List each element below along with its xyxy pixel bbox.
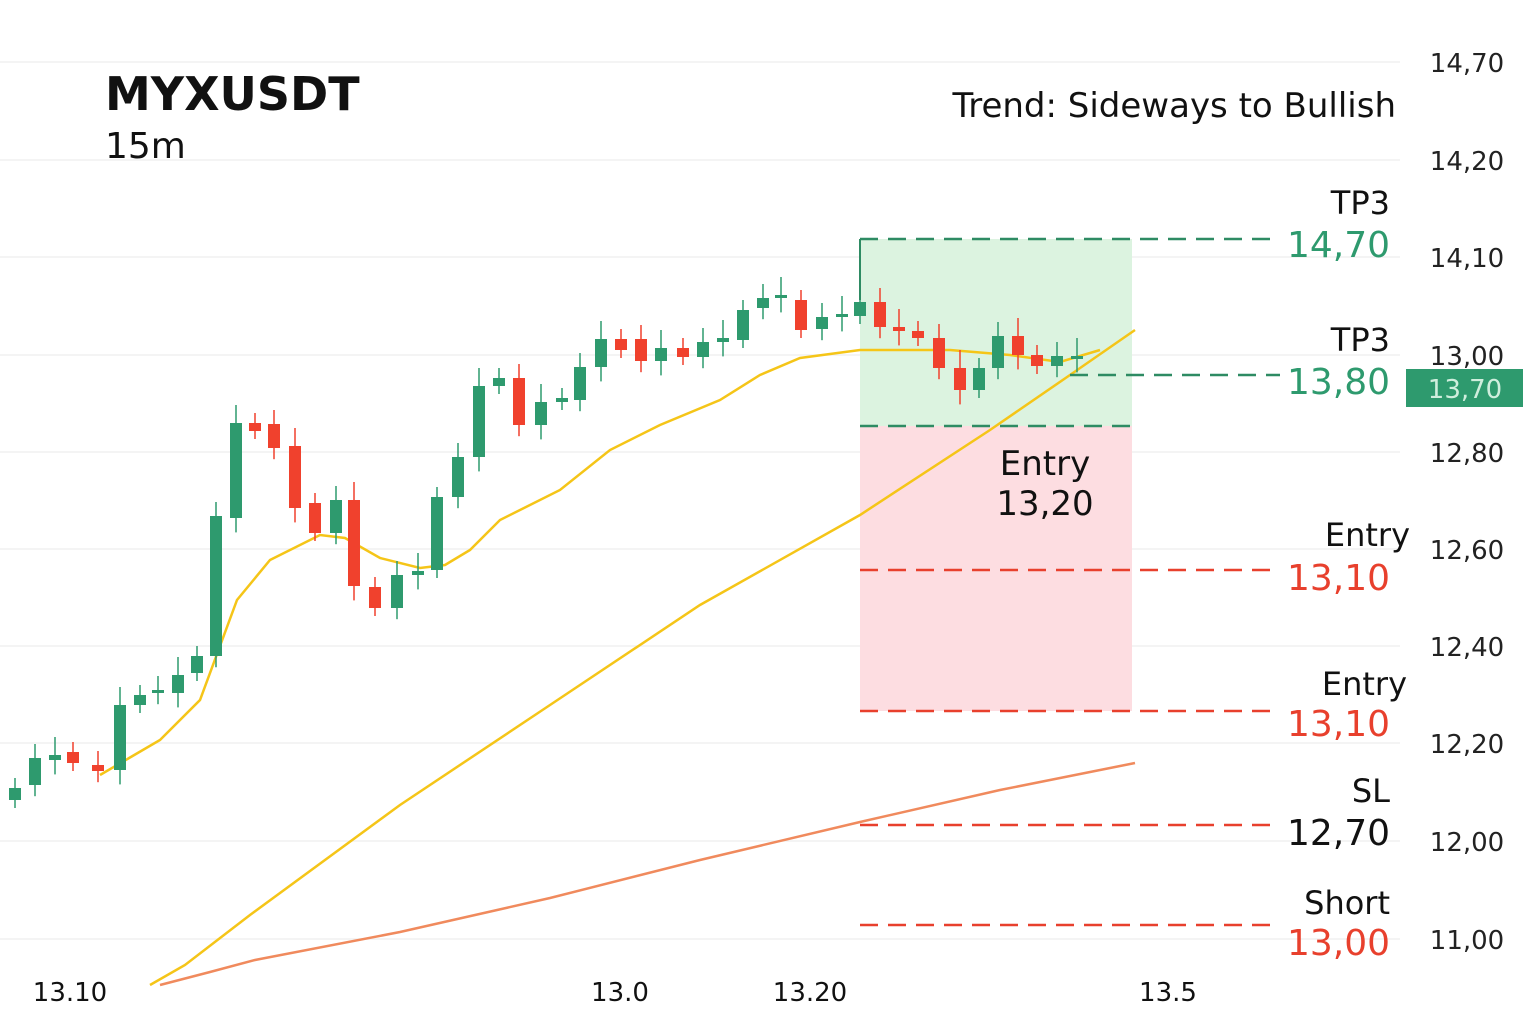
candle-body [677,348,689,357]
candle-body [655,348,667,361]
time-axis-label: 13.10 [33,978,107,1008]
candle-body [992,336,1004,368]
price-series [9,277,1136,987]
candle-body [289,446,301,508]
time-axis-label: 13.5 [1139,978,1197,1008]
candle-body [775,295,787,298]
level-price: 13,80 [1287,362,1390,403]
price-axis-label: 12,40 [1430,633,1504,663]
timeframe: 15m [105,126,186,167]
price-axis-label: 13,00 [1430,342,1504,372]
level-name: TP3 [1330,321,1390,359]
candle-body [348,500,360,586]
box-label-price: 13,20 [996,484,1093,524]
candle-body [635,339,647,361]
candle-body [152,690,164,693]
candle-body [556,398,568,402]
current-price: 13,70 [1428,375,1502,405]
candle-body [513,378,525,425]
candle-body [893,327,905,331]
level-price: 13,10 [1287,558,1390,599]
candle-body [1071,356,1083,359]
time-axis-label: 13.0 [591,978,649,1008]
candle-body [1051,356,1063,366]
candle-body [1012,336,1024,355]
candle-body [836,314,848,317]
symbol: MYXUSDT [105,67,360,121]
candle-body [697,342,709,357]
time-axis-label: 13.20 [773,978,847,1008]
price-axis-label: 11,00 [1430,926,1504,956]
candle-body [230,423,242,518]
candle-body [615,339,627,350]
candle-body [452,457,464,497]
candle-body [874,302,886,327]
candle-body [431,497,443,570]
price-axis-label: 14,10 [1430,244,1504,274]
candle-body [249,423,261,431]
candle-body [268,424,280,448]
candle-body [49,755,61,760]
candle-body [29,758,41,785]
candle-body [412,571,424,575]
level-name: Entry [1322,665,1407,703]
candle-body [816,317,828,329]
price-axis-label: 12,80 [1430,439,1504,469]
level-price: 14,70 [1287,225,1390,266]
mid-average [149,328,1136,987]
trend-label: Trend: Sideways to Bullish [951,86,1396,126]
current-price-tag [1406,369,1523,407]
candle-body [595,339,607,367]
candle-body [757,298,769,308]
candle-body [114,705,126,770]
price-axis-label: 14,70 [1430,49,1504,79]
candle-body [854,302,866,316]
level-price: 13,00 [1287,923,1390,964]
candle-body [391,575,403,608]
candle-body [954,368,966,390]
candle-body [717,338,729,342]
candle-body [330,500,342,533]
price-axis-label: 12,00 [1430,828,1504,858]
candle-body [912,331,924,338]
level-name: SL [1352,772,1390,810]
box-label-name: Entry [1000,444,1090,484]
candle-body [92,765,104,771]
candle-body [67,752,79,763]
level-name: Short [1304,884,1390,922]
levels: TP314,70TP313,80Entry13,10Entry13,10SL12… [859,184,1410,964]
candle-body [493,378,505,386]
candle-body [473,386,485,457]
level-price: 13,10 [1287,704,1390,745]
price-axis-label: 14,20 [1430,147,1504,177]
price-axis-label: 12,60 [1430,536,1504,566]
level-name: TP3 [1330,184,1390,222]
fast-average [99,348,1101,777]
slow-average [159,761,1136,987]
candle-body [737,310,749,340]
candle-body [795,300,807,330]
grid: 14,70 14,20 14,10 13,00 12,80 12,60 12,40 12,20… [0,49,1504,1008]
candle-body [369,587,381,608]
candle-body [191,656,203,673]
candle-body [134,695,146,705]
candle-body [172,675,184,693]
candle-body [933,338,945,368]
candle-body [9,788,21,800]
candle-body [1031,355,1043,366]
level-price: 12,70 [1287,813,1390,854]
candle-body [535,402,547,425]
loss-zone [860,426,1132,711]
candle-body [210,516,222,656]
candle-body [574,367,586,400]
candle-body [309,503,321,533]
price-axis-label: 12,20 [1430,730,1504,760]
profit-zone [860,239,1132,426]
candle-body [973,368,985,390]
level-name: Entry [1325,516,1410,554]
